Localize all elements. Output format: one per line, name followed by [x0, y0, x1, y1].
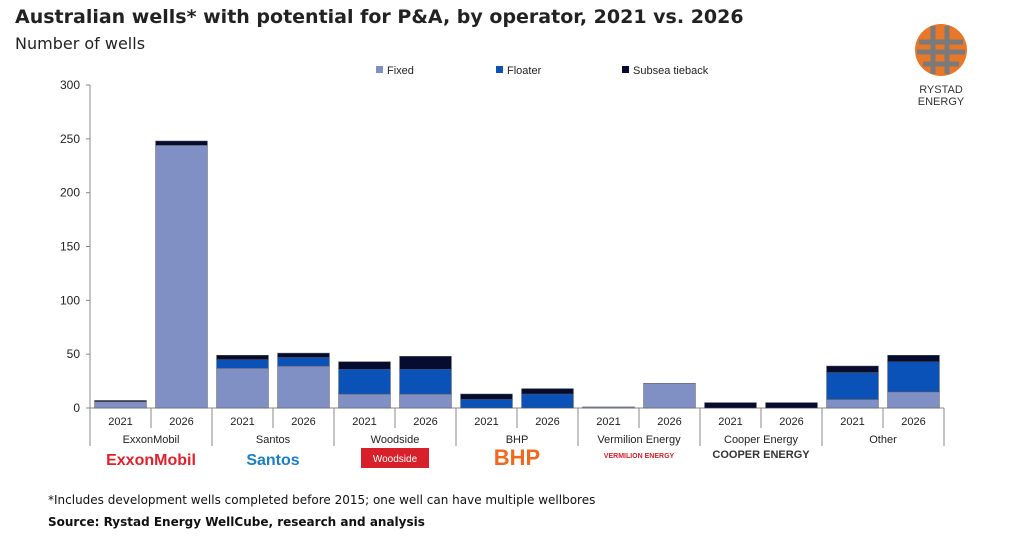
bar-fixed [399, 393, 452, 409]
bar-floater [399, 368, 452, 395]
bar-subsea-tieback [826, 365, 879, 373]
x-tick-label: 2026 [657, 416, 681, 428]
bar-fixed [643, 382, 696, 409]
x-tick-label: 2021 [352, 416, 376, 428]
operator-logo: VERMILION ENERGY [604, 453, 675, 460]
group-label: Cooper Energy [724, 434, 798, 446]
x-tick-label: 2026 [169, 416, 193, 428]
bar-fixed [338, 393, 391, 409]
y-tick-label: 300 [60, 78, 80, 92]
legend-label: Floater [507, 65, 542, 77]
operator-logo: Santos [246, 452, 299, 469]
bar-subsea-tieback [399, 356, 452, 370]
bar-subsea-tieback [338, 361, 391, 370]
bar-subsea-tieback [216, 354, 269, 360]
footnote: *Includes development wells completed be… [48, 493, 596, 507]
y-tick-label: 150 [60, 240, 80, 254]
bar-subsea-tieback [94, 400, 147, 402]
y-tick-label: 200 [60, 186, 80, 200]
legend-swatch [496, 66, 503, 73]
bar-subsea-tieback [765, 402, 818, 409]
bar-fixed [94, 401, 147, 409]
y-tick-label: 100 [60, 293, 80, 307]
bar-subsea-tieback [521, 388, 574, 395]
bar-fixed [155, 145, 208, 409]
operator-logo: BHP [494, 445, 540, 470]
legend-swatch [376, 66, 383, 73]
chart-title: Australian wells* with potential for P&A… [15, 6, 744, 28]
x-tick-label: 2021 [718, 416, 742, 428]
group-label: BHP [506, 434, 529, 446]
y-tick-label: 50 [67, 347, 81, 361]
bar-fixed [277, 365, 330, 409]
y-tick-label: 250 [60, 132, 80, 146]
x-tick-label: 2026 [291, 416, 315, 428]
x-tick-label: 2026 [413, 416, 437, 428]
bar-floater [338, 368, 391, 395]
group-label: Santos [256, 434, 291, 446]
bar-fixed [826, 399, 879, 409]
rystad-globe-icon [915, 24, 967, 76]
x-tick-label: 2021 [596, 416, 620, 428]
rystad-logo: RYSTAD ENERGY [896, 22, 986, 108]
bar-fixed [216, 367, 269, 409]
group-label: ExxonMobil [123, 434, 180, 446]
woodside-logo-bg [361, 448, 429, 468]
x-tick-label: 2021 [474, 416, 498, 428]
bar-floater [460, 399, 513, 409]
operator-logo: COOPER ENERGY [712, 449, 810, 461]
bar-floater [826, 372, 879, 400]
legend-label: Subsea tieback [633, 65, 709, 77]
chart-subtitle: Number of wells [15, 34, 146, 53]
source: Source: Rystad Energy WellCube, research… [48, 515, 425, 529]
x-tick-label: 2026 [901, 416, 925, 428]
legend-label: Fixed [387, 65, 414, 77]
bar-subsea-tieback [155, 140, 208, 146]
group-label: Vermilion Energy [597, 434, 681, 446]
operator-logo: ExxonMobil [106, 452, 196, 469]
bar-floater [887, 361, 940, 393]
legend-swatch [622, 66, 629, 73]
bar-subsea-tieback [460, 393, 513, 400]
x-tick-label: 2026 [535, 416, 559, 428]
bar-subsea-tieback [704, 402, 757, 409]
bar-floater [216, 359, 269, 369]
x-tick-label: 2026 [779, 416, 803, 428]
logo-text: RYSTAD ENERGY [917, 84, 965, 108]
bar-floater [521, 393, 574, 409]
group-label: Woodside [371, 434, 420, 446]
x-tick-label: 2021 [108, 416, 132, 428]
bar-fixed [582, 406, 635, 409]
bar-subsea-tieback [277, 352, 330, 358]
bar-floater [277, 357, 330, 367]
operator-logo: Woodside [373, 454, 418, 465]
group-label: Other [869, 434, 897, 446]
x-tick-label: 2021 [230, 416, 254, 428]
y-tick-label: 0 [73, 401, 80, 415]
x-tick-label: 2021 [840, 416, 864, 428]
bar-subsea-tieback [887, 354, 940, 362]
bar-fixed [887, 391, 940, 409]
